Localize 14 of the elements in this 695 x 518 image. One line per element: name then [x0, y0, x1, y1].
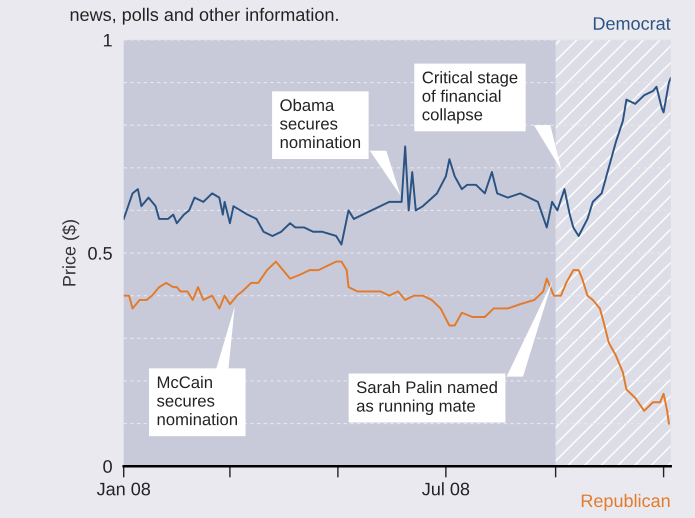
y-axis-title: Price ($) — [62, 220, 80, 286]
annotation: Critical stage of financial collapse — [422, 71, 518, 124]
annotation: McCain secures nomination — [156, 376, 237, 426]
text: Republican — [582, 494, 670, 511]
text: Democrat — [594, 17, 671, 30]
y-tick-label: 0.5 — [88, 246, 112, 260]
line-series — [124, 260, 670, 425]
x-tick-label: Jul 08 — [422, 482, 470, 496]
chart-subtitle: news, polls and other information. — [70, 8, 338, 25]
annotation: Obama secures nomination — [280, 98, 360, 148]
annotation: Sarah Palin named as running mate — [356, 380, 497, 416]
y-tick-label: 0 — [103, 460, 112, 473]
y-tick-label: 1 — [104, 34, 112, 46]
x-tick-label: Jan 08 — [96, 482, 150, 496]
